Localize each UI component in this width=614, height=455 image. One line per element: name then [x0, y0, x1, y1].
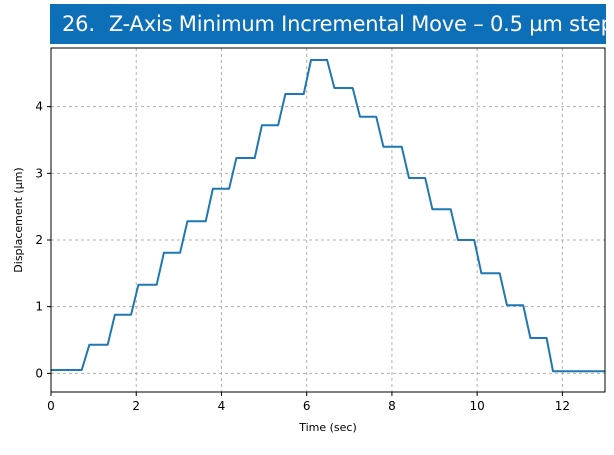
data-point: [137, 284, 139, 286]
data-point: [401, 146, 403, 148]
data-point: [473, 239, 475, 241]
tick-marks: [47, 106, 563, 396]
data-point: [303, 93, 305, 95]
data-point: [522, 304, 524, 306]
x-tick-label: 10: [470, 399, 485, 413]
x-tick-label: 12: [555, 399, 570, 413]
data-point: [186, 220, 188, 222]
data-point: [235, 157, 237, 159]
y-tick-label: 2: [35, 233, 43, 247]
y-tick-label: 0: [35, 366, 43, 380]
chart-title-number: 26.: [62, 12, 95, 36]
data-point: [333, 87, 335, 89]
data-point: [359, 116, 361, 118]
data-point: [261, 124, 263, 126]
plot-frame: [50, 47, 606, 393]
data-point: [88, 344, 90, 346]
data-point: [254, 157, 256, 159]
x-tick-label: 0: [47, 399, 55, 413]
data-point: [277, 124, 279, 126]
data-point: [81, 369, 83, 371]
data-point: [130, 314, 132, 316]
data-point: [375, 116, 377, 118]
data-point: [310, 59, 312, 61]
data-point: [205, 220, 207, 222]
x-tick-label: 4: [218, 399, 226, 413]
data-point: [457, 239, 459, 241]
data-point: [382, 146, 384, 148]
data-point: [480, 272, 482, 274]
grid-lines: [51, 48, 605, 392]
data-point: [179, 252, 181, 254]
data-point: [228, 188, 230, 190]
y-tick-label: 4: [35, 100, 43, 114]
data-point: [156, 284, 158, 286]
y-tick-label: 1: [35, 300, 43, 314]
data-point: [163, 252, 165, 254]
data-point: [529, 337, 532, 339]
data-point: [408, 177, 410, 179]
data-point: [552, 370, 554, 372]
series-line: [51, 59, 605, 373]
x-tick-label: 2: [132, 399, 140, 413]
data-point: [114, 314, 116, 316]
data-point: [506, 304, 508, 306]
data-point: [212, 188, 214, 190]
data-point: [546, 337, 548, 339]
x-axis-label: Time (sec): [298, 421, 357, 434]
x-tick-label: 6: [303, 399, 311, 413]
data-point: [431, 208, 433, 210]
data-point: [499, 272, 501, 274]
data-point: [352, 87, 354, 89]
data-point: [284, 93, 286, 95]
y-axis-label: Displacement (µm): [12, 167, 25, 272]
data-point: [107, 344, 109, 346]
chart-title-banner: 26. Z-Axis Minimum Incremental Move – 0.…: [50, 4, 606, 44]
y-tick-label: 3: [35, 166, 43, 180]
data-point: [326, 59, 328, 61]
chart-title: Z-Axis Minimum Incremental Move – 0.5 µm…: [108, 12, 606, 36]
data-point: [424, 177, 426, 179]
data-point: [450, 208, 452, 210]
x-tick-label: 8: [388, 399, 396, 413]
